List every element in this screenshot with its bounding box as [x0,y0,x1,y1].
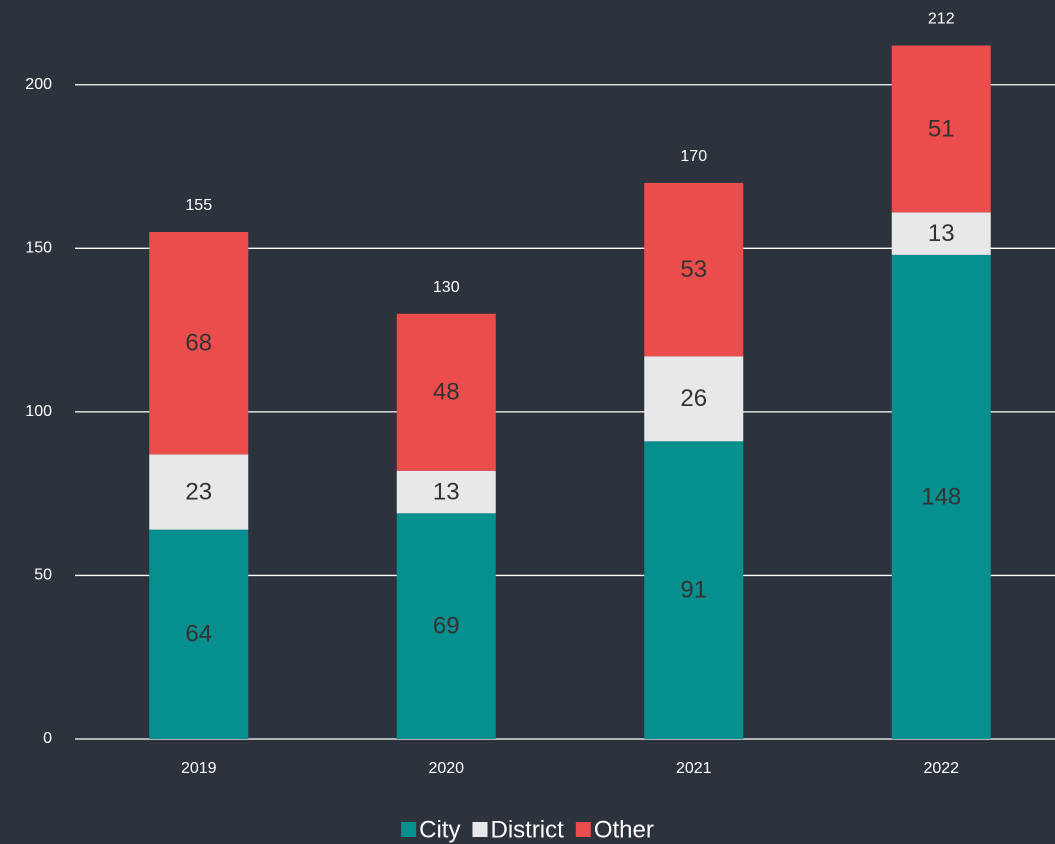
x-tick-label: 2021 [676,760,712,777]
legend-label: City [419,816,460,843]
total-label: 130 [433,279,460,296]
y-tick-label: 200 [25,76,52,93]
bar-segment [149,454,249,530]
bar-segment [396,470,496,514]
total-label: 155 [185,197,212,214]
bar-segment [644,441,744,739]
legend-swatch [401,822,417,837]
segment-label: 51 [928,115,955,142]
bar-segment [396,313,496,471]
legend-swatch [575,822,591,837]
bar-segment [149,231,249,455]
segment-label: 23 [185,478,212,505]
segment-label: 68 [185,330,212,357]
segment-label: 91 [680,577,707,604]
segment-label: 64 [185,621,212,648]
legend-swatch [472,822,488,837]
bar-segment [891,212,991,255]
segment-label: 13 [928,220,955,247]
bar-segment [644,182,744,357]
bar-segment [891,45,991,213]
y-tick-label: 0 [43,730,52,747]
legend-label: District [490,816,564,843]
segment-label: 48 [433,379,460,406]
segment-label: 69 [433,612,460,639]
bar-segment [644,356,744,442]
segment-label: 13 [433,478,460,505]
x-tick-label: 2020 [428,760,464,777]
segment-label: 53 [680,256,707,283]
x-tick-label: 2022 [923,760,959,777]
bar-segment [149,529,249,739]
segment-label: 26 [680,385,707,412]
segment-label: 148 [921,483,961,510]
y-tick-label: 150 [25,240,52,257]
x-tick-label: 2019 [181,760,217,777]
y-tick-label: 50 [34,567,52,584]
total-label: 212 [928,11,955,28]
bar-segment [891,254,991,739]
total-label: 170 [680,148,707,165]
legend-label: Other [594,816,654,843]
bar-segment [396,513,496,739]
y-tick-label: 100 [25,403,52,420]
